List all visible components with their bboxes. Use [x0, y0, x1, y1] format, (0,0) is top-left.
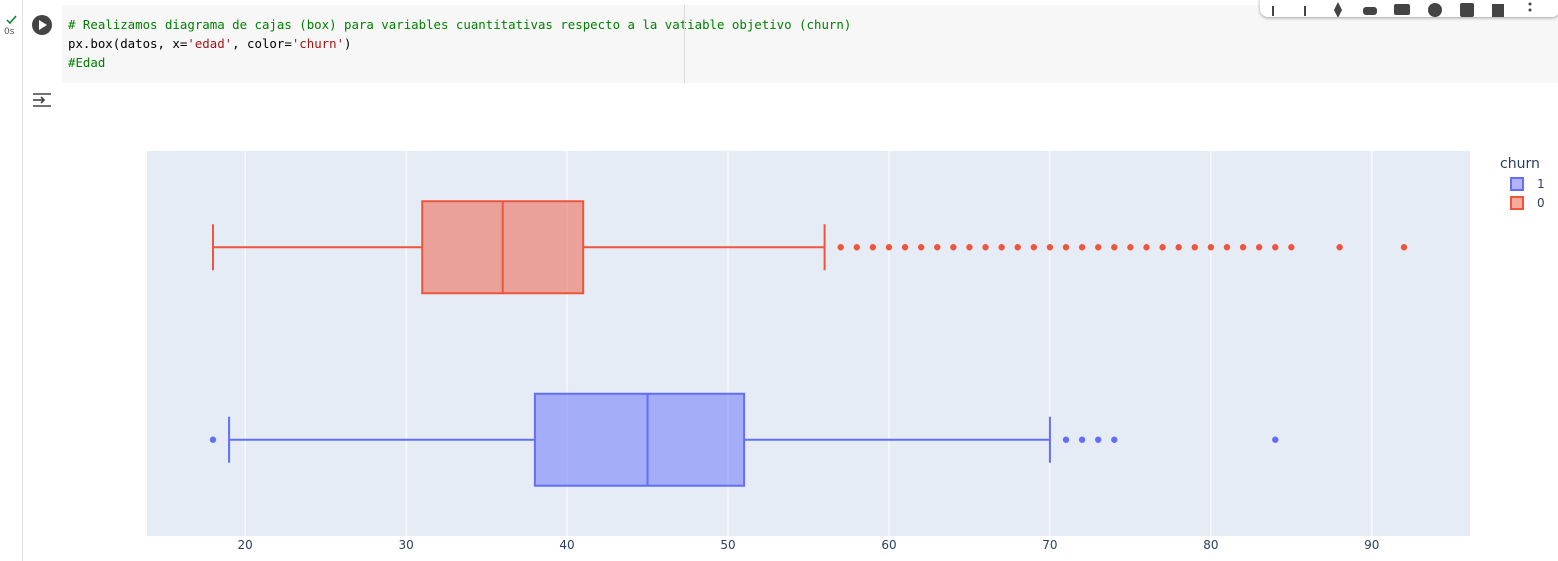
- legend-label: 0: [1537, 196, 1545, 210]
- outlier: [837, 244, 844, 251]
- outlier: [1400, 244, 1408, 251]
- code-line: # Realizamos diagrama de cajas (box) par…: [68, 17, 851, 32]
- outlier: [1078, 244, 1086, 251]
- outlier: [998, 244, 1005, 251]
- x-tick-label: 50: [720, 538, 735, 552]
- outlier: [1127, 244, 1134, 251]
- code-token: ): [344, 36, 352, 51]
- gutter: 0s: [0, 0, 23, 561]
- outlier: [885, 244, 893, 251]
- ruler: [684, 5, 685, 83]
- x-tick-label: 40: [559, 538, 574, 552]
- done-icon: [6, 15, 17, 25]
- outlier: [1191, 244, 1198, 251]
- outlier: [1239, 244, 1247, 251]
- outlier: [966, 244, 973, 251]
- outlier: [1175, 244, 1182, 251]
- toolbar-icons[interactable]: [1260, 0, 1558, 18]
- code-line: px.box(datos, x='edad', color='churn'): [68, 36, 352, 51]
- code-token: 'edad': [187, 36, 233, 51]
- legend-label: 1: [1537, 177, 1545, 191]
- outlier: [1078, 436, 1086, 443]
- outlier: [853, 244, 860, 251]
- x-tick-label: 80: [1203, 538, 1218, 552]
- outlier: [1207, 244, 1215, 251]
- code-line: #Edad: [68, 55, 105, 70]
- outlier: [1272, 436, 1279, 443]
- outlier: [1095, 436, 1102, 443]
- run-time: 0s: [4, 27, 15, 37]
- outlier: [1030, 244, 1038, 251]
- outlier: [1159, 244, 1166, 251]
- x-tick-label: 70: [1042, 538, 1057, 552]
- legend-swatch: [1510, 177, 1524, 191]
- code-token: , color=: [232, 36, 292, 51]
- run-button[interactable]: [30, 13, 54, 37]
- plot-area: [147, 151, 1470, 536]
- x-tick-label: 20: [238, 538, 253, 552]
- outlier: [982, 244, 989, 251]
- outlier: [1062, 436, 1070, 443]
- outlier: [1014, 244, 1021, 251]
- legend-swatch: [1510, 196, 1524, 210]
- outlier: [869, 244, 877, 251]
- cell-toolbar: [1260, 0, 1558, 18]
- outlier: [1046, 244, 1054, 251]
- outlier: [1223, 244, 1231, 251]
- outlier: [1336, 244, 1343, 251]
- outlier: [1111, 244, 1118, 251]
- outlier: [934, 244, 941, 251]
- code-token: px.box(datos, x=: [68, 36, 188, 51]
- outlier: [1095, 244, 1102, 251]
- output-toggle[interactable]: [30, 90, 54, 110]
- outlier: [1062, 244, 1070, 251]
- outlier: [917, 244, 925, 251]
- x-tick-label: 60: [881, 538, 896, 552]
- code-token: #Edad: [68, 55, 106, 70]
- box: [533, 392, 746, 487]
- outlier: [1111, 436, 1118, 443]
- code-cell[interactable]: # Realizamos diagrama de cajas (box) par…: [62, 5, 1558, 83]
- outlier: [1288, 244, 1295, 251]
- outlier: [1143, 244, 1150, 251]
- code-token: # Realizamos diagrama de cajas (box) par…: [68, 17, 852, 32]
- outlier: [209, 436, 217, 443]
- outlier: [950, 244, 957, 251]
- outlier: [901, 244, 909, 251]
- outlier: [1255, 244, 1263, 251]
- x-tick-label: 90: [1364, 538, 1379, 552]
- outlier: [1272, 244, 1279, 251]
- box: [421, 200, 585, 295]
- x-tick-label: 30: [398, 538, 413, 552]
- legend-title: churn: [1500, 156, 1540, 172]
- code-token: 'churn': [291, 36, 345, 51]
